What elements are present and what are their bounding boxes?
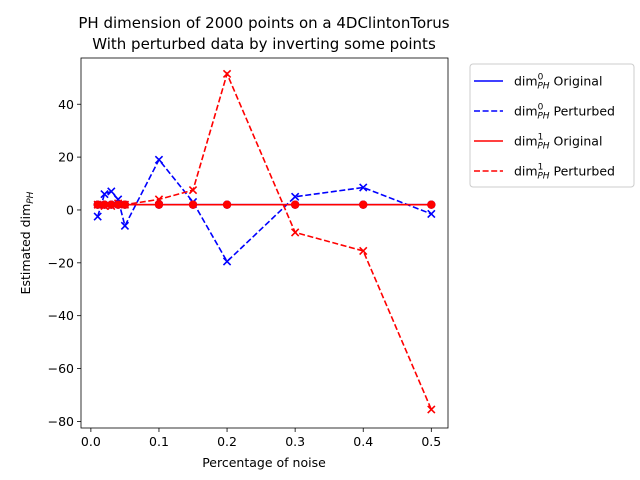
y-axis-label-group: Estimated dimPH: [18, 191, 36, 294]
y-axis-label-main: Estimated dim: [18, 204, 33, 295]
data-point: [113, 200, 123, 209]
data-point: [120, 200, 130, 209]
x-tick-label: 0.3: [285, 434, 305, 449]
data-point-x: [427, 209, 436, 219]
legend-label-sub: PH: [537, 172, 549, 182]
y-tick-label: −80: [48, 414, 74, 429]
legend-label-main: dim: [514, 74, 538, 89]
data-point-x: [154, 155, 164, 164]
data-point: [100, 200, 109, 209]
legend-label-main: dim: [514, 104, 538, 119]
data-point-x: [359, 183, 368, 192]
data-point-x: [222, 69, 232, 79]
data-point-x: [107, 187, 116, 196]
legend-entry: dim1 PH Original: [514, 133, 602, 152]
x-tick-label: 0.1: [149, 434, 169, 449]
legend-label-sup: 1: [538, 163, 544, 173]
x-tick-label: 0.4: [353, 434, 373, 449]
data-point-x: [359, 246, 368, 256]
data-point-x: [93, 212, 102, 221]
legend-label-sup: 0: [538, 103, 544, 113]
y-tick-label: 0: [66, 202, 74, 217]
data-point-x: [290, 192, 300, 201]
legend-entry: dim1 PH Perturbed: [514, 163, 615, 182]
data-point-x: [188, 185, 198, 195]
data-point: [222, 200, 232, 209]
legend-entry: dim0 PH Original: [514, 73, 602, 92]
y-axis-label: Estimated dimPH: [18, 191, 36, 294]
data-point-x: [427, 405, 436, 414]
data-point-x: [222, 257, 232, 266]
x-tick-label: 0.0: [81, 434, 101, 449]
x-tick-label: 0.5: [421, 434, 441, 449]
data-point: [359, 200, 368, 209]
legend-label-main: dim: [514, 134, 538, 149]
legend-entry: dim0 PH Perturbed: [514, 103, 615, 122]
legend-label-sup: 1: [538, 133, 544, 143]
x-axis-label: Percentage of noise: [202, 455, 326, 470]
legend-label-main: dim: [514, 164, 538, 179]
y-tick-label: −20: [48, 255, 74, 270]
data-point-x: [290, 228, 300, 237]
legend-label-suffix: Original: [550, 134, 603, 149]
data-point-x: [100, 189, 109, 199]
axes-frame: [80, 57, 449, 429]
data-point: [188, 200, 198, 209]
data-point: [427, 200, 436, 209]
y-tick-label: 20: [58, 150, 74, 165]
legend-label-sub: PH: [537, 142, 549, 152]
data-point-x: [120, 221, 130, 230]
y-tick-label: 40: [58, 97, 74, 112]
data-point: [93, 200, 102, 209]
legend-label-sup: 0: [538, 73, 544, 83]
x-tick-label: 0.2: [217, 434, 237, 449]
legend-label-sub: PH: [537, 112, 549, 122]
legend-label-suffix: Perturbed: [550, 164, 615, 179]
data-point: [154, 200, 164, 209]
y-tick-label: −60: [48, 361, 74, 376]
legend-label-suffix: Original: [550, 74, 603, 89]
data-point: [290, 200, 300, 209]
legend-label-suffix: Perturbed: [550, 104, 615, 119]
legend-label-sub: PH: [537, 82, 549, 92]
y-tick-label: −40: [48, 308, 74, 323]
plot-area: 0.0 0.1 0.2 0.3 0.4 0.5 40 20 0 −20 −40 −60 −80: [48, 57, 449, 449]
y-axis-label-sub: PH: [26, 191, 36, 203]
legend-box: [469, 63, 635, 188]
chart-subtitle: With perturbed data by inverting some po…: [92, 35, 436, 53]
data-point: [107, 200, 116, 209]
chart-title: PH dimension of 2000 points on a 4DClint…: [78, 14, 449, 32]
